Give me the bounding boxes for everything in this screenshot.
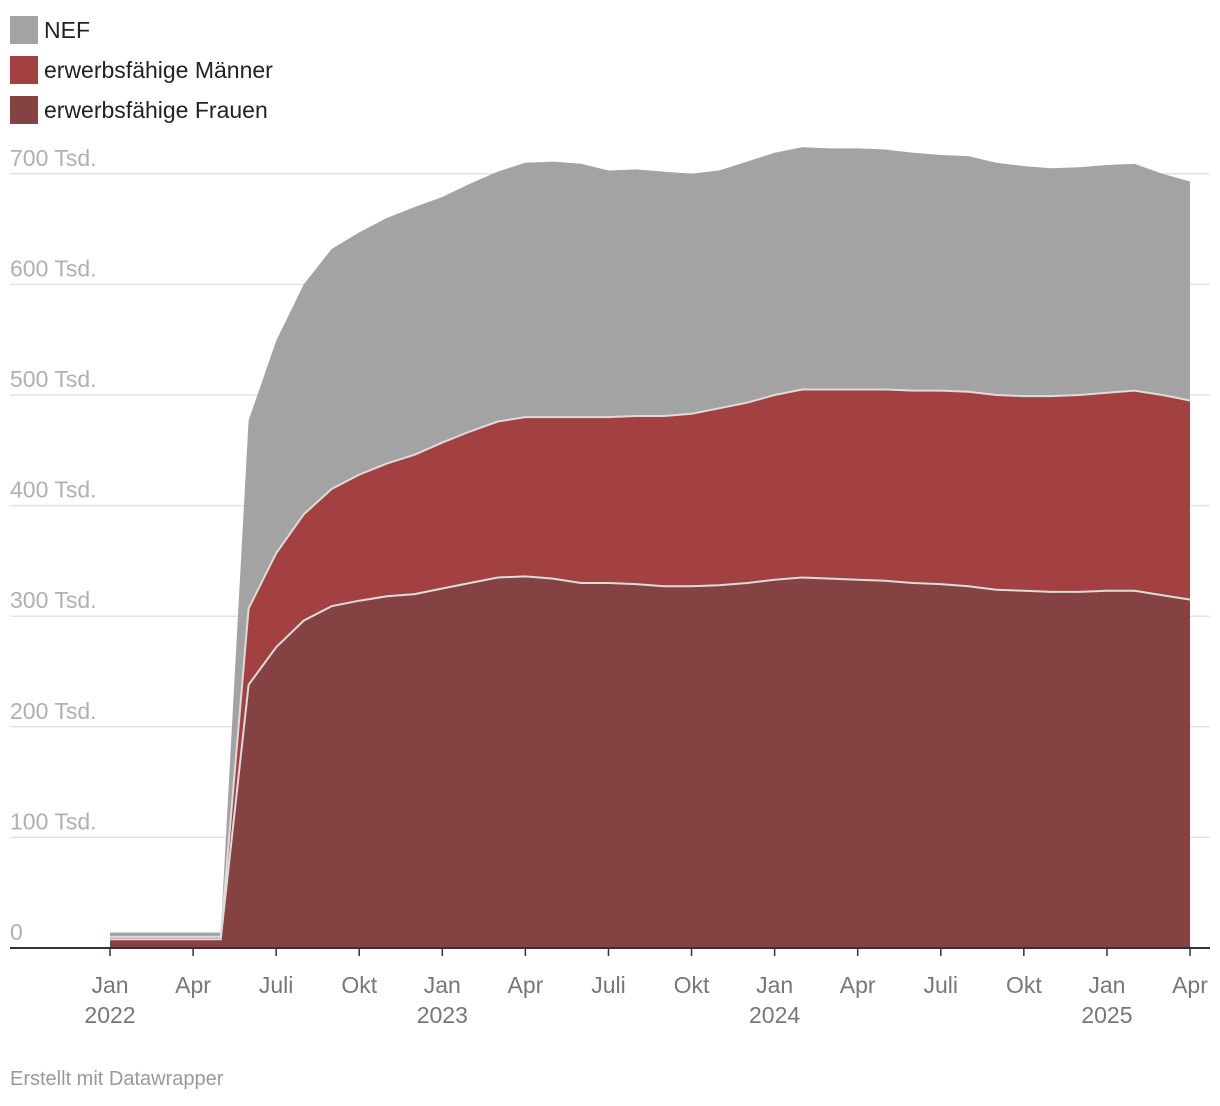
legend-item-frauen: erwerbsfähige Frauen: [10, 90, 273, 130]
legend-label-frauen: erwerbsfähige Frauen: [44, 96, 268, 123]
x-tick-year-label: 2024: [749, 1002, 800, 1028]
x-tick-label: Jan: [1088, 972, 1125, 998]
credit-text: Erstellt mit Datawrapper: [10, 1068, 224, 1090]
area-chart: 0 100 Tsd. 200 Tsd. 300 Tsd. 400 Tsd. 500 Tsd…: [10, 145, 1210, 1028]
x-tick-label: Apr: [507, 972, 543, 998]
x-tick-label: Apr: [840, 972, 876, 998]
x-tick-label: Okt: [1006, 972, 1042, 998]
area-frauen: [110, 576, 1190, 948]
x-tick-label: Apr: [1172, 972, 1208, 998]
x-tick-label: Jan: [91, 972, 128, 998]
legend-swatch-maenner: [10, 56, 38, 84]
legend-label-nef: NEF: [44, 16, 90, 43]
boundary-line-maenner: [110, 388, 1191, 938]
y-tick-label: 700 Tsd.: [10, 145, 97, 171]
x-tick-label: Jan: [756, 972, 793, 998]
area-series: [110, 147, 1190, 948]
x-tick-label: Juli: [591, 972, 626, 998]
y-tick-label: 600 Tsd.: [10, 255, 97, 281]
area-nef: [110, 147, 1190, 937]
x-tick-label: Okt: [674, 972, 710, 998]
legend-swatch-frauen: [10, 96, 38, 124]
y-axis: 0 100 Tsd. 200 Tsd. 300 Tsd. 400 Tsd. 500 Tsd…: [10, 145, 97, 945]
y-tick-label: 300 Tsd.: [10, 587, 97, 613]
x-tick-label: Juli: [259, 972, 294, 998]
x-tick-label: Okt: [341, 972, 377, 998]
boundary-line-frauen: [110, 575, 1191, 941]
x-tick-label: Juli: [924, 972, 959, 998]
x-tick-label: Jan: [424, 972, 461, 998]
y-tick-label: 0: [10, 919, 23, 945]
legend-swatch-nef: [10, 16, 38, 44]
y-tick-label: 500 Tsd.: [10, 366, 97, 392]
legend-label-maenner: erwerbsfähige Männer: [44, 56, 273, 83]
x-tick-year-label: 2023: [417, 1002, 468, 1028]
legend-item-nef: NEF: [10, 10, 273, 50]
x-tick-label: Apr: [175, 972, 211, 998]
series-boundary-lines: [110, 388, 1191, 941]
area-maenner: [110, 389, 1190, 940]
x-tick-year-label: 2022: [84, 1002, 135, 1028]
x-tick-year-label: 2025: [1081, 1002, 1132, 1028]
legend-item-maenner: erwerbsfähige Männer: [10, 50, 273, 90]
y-tick-label: 100 Tsd.: [10, 808, 97, 834]
x-axis: Jan 2022 Apr Juli Okt Jan 2023 Apr Juli Okt Jan 202…: [10, 947, 1210, 1028]
y-tick-label: 400 Tsd.: [10, 477, 97, 503]
y-tick-label: 200 Tsd.: [10, 698, 97, 724]
legend: NEF erwerbsfähige Männer erwerbsfähige F…: [10, 10, 273, 130]
